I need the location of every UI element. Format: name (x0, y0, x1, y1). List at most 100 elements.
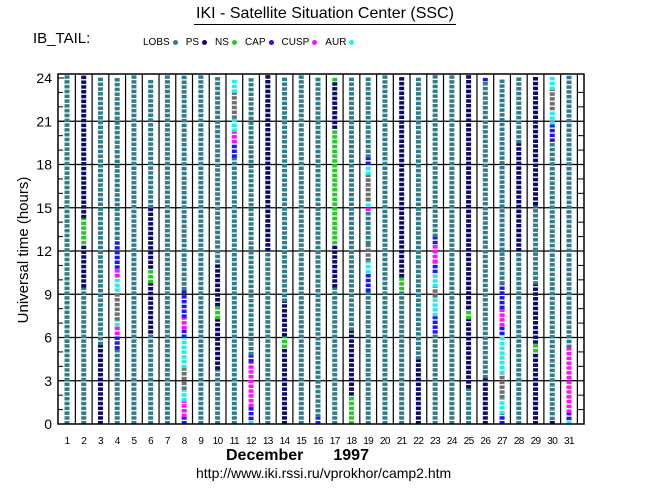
data-point-lobs (449, 142, 455, 147)
data-point-lobs (64, 296, 70, 300)
data-point-lobs (148, 185, 154, 190)
data-point-lobs (499, 117, 505, 122)
data-point-lobs (231, 209, 237, 214)
data-point-lobs (181, 75, 187, 80)
data-point-lobs (482, 106, 488, 110)
data-point-lobs (566, 210, 572, 214)
data-point-lobs (215, 206, 221, 211)
data-point-lobs (198, 281, 204, 286)
data-point-lobs (215, 411, 221, 415)
data-point-ns (332, 130, 338, 134)
data-point-ps (265, 142, 271, 146)
data-point-lobs (282, 207, 288, 211)
data-point-lobs (449, 262, 455, 267)
data-point-lobs (131, 358, 137, 363)
data-point-lobs (449, 372, 455, 377)
data-point-lobs (566, 291, 572, 296)
data-point-gap (365, 187, 371, 192)
day-column-22 (415, 77, 421, 425)
data-point-lobs (198, 411, 204, 415)
data-point-lobs (566, 90, 572, 94)
data-point-lobs (248, 294, 254, 298)
x-axis-month: December (226, 447, 304, 464)
data-point-ps (282, 392, 288, 396)
data-point-lobs (131, 161, 137, 166)
data-point-ps (265, 123, 271, 127)
data-point-ps (466, 200, 472, 204)
data-point-ps (533, 372, 539, 377)
data-point-ps (516, 156, 522, 161)
plot-border (57, 73, 585, 425)
data-point-lobs (282, 260, 288, 264)
data-point-lobs (482, 101, 488, 105)
data-point-ps (399, 105, 405, 110)
data-point-lobs (499, 194, 505, 199)
data-point-ps (533, 153, 539, 158)
day-column-13 (265, 75, 271, 425)
data-point-lobs (348, 245, 354, 250)
data-point-lobs (231, 156, 237, 161)
data-point-lobs (348, 192, 354, 197)
data-point-lobs (265, 334, 271, 339)
data-point-lobs (164, 228, 170, 233)
data-point-lobs (248, 159, 254, 164)
data-point-lobs (231, 272, 237, 276)
data-point-ps (415, 416, 421, 420)
data-point-lobs (181, 234, 187, 238)
data-point-lobs (482, 288, 488, 292)
data-point-cap (549, 128, 555, 133)
data-point-lobs (482, 202, 488, 206)
data-point-lobs (549, 162, 555, 166)
y-tick-label: 3 (44, 373, 52, 389)
data-point-lobs (549, 359, 555, 363)
data-point-aur (181, 350, 187, 354)
data-point-lobs (382, 180, 388, 185)
data-point-ns (332, 221, 338, 226)
data-point-lobs (131, 152, 137, 156)
data-point-aur (248, 421, 254, 425)
data-point-lobs (131, 128, 137, 132)
data-point-lobs (181, 262, 187, 267)
data-point-ps (466, 248, 472, 252)
data-point-lobs (248, 241, 254, 245)
data-point-lobs (332, 363, 338, 367)
data-point-cap (114, 265, 120, 269)
data-point-lobs (181, 166, 187, 171)
data-point-lobs (415, 140, 421, 144)
data-point-ps (533, 201, 539, 206)
data-point-lobs (282, 250, 288, 254)
data-point-lobs (382, 416, 388, 420)
data-point-lobs (64, 392, 70, 396)
data-point-lobs (265, 363, 271, 367)
data-point-lobs (81, 358, 87, 363)
data-point-lobs (114, 401, 120, 406)
data-point-lobs (114, 222, 120, 226)
data-point-aur (181, 397, 187, 402)
data-point-ps (81, 269, 87, 274)
data-point-lobs (348, 264, 354, 269)
day-column-5 (131, 75, 137, 425)
data-point-ps (399, 182, 405, 187)
data-point-lobs (315, 317, 321, 322)
data-point-lobs (382, 161, 388, 166)
data-point-lobs (64, 387, 70, 391)
data-point-lobs (315, 149, 321, 154)
data-point-ps (399, 254, 405, 259)
data-point-lobs (348, 125, 354, 130)
data-point-ps (148, 310, 154, 315)
data-point-lobs (198, 104, 204, 108)
data-point-lobs (432, 79, 438, 84)
data-point-lobs (64, 305, 70, 310)
data-point-lobs (399, 348, 405, 353)
data-point-ps (282, 328, 288, 332)
data-point-cap (114, 260, 120, 264)
data-point-lobs (332, 411, 338, 415)
data-point-lobs (466, 411, 472, 415)
data-point-ps (533, 96, 539, 100)
data-point-lobs (415, 279, 421, 283)
data-point-lobs (148, 123, 154, 127)
data-point-lobs (148, 103, 154, 108)
data-point-ps (533, 91, 539, 95)
data-point-lobs (81, 286, 87, 291)
data-point-lobs (432, 161, 438, 166)
